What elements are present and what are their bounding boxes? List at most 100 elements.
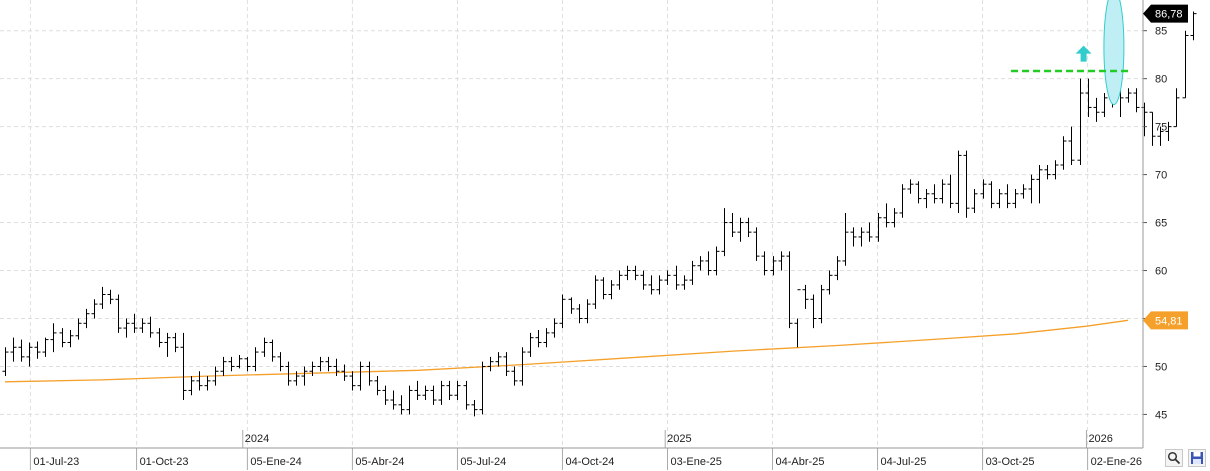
ohlc-bar [915,181,922,204]
ohlc-bar [875,212,882,242]
ohlc-bar [67,330,74,348]
ohlc-bar [414,380,421,401]
x-tick-label: 02-Ene-26 [1091,456,1142,468]
ohlc-bar [899,184,906,218]
ohlc-bar [786,251,793,329]
ohlc-bar [406,385,413,415]
x-tick-label: 04-Oct-24 [565,456,614,468]
ohlc-bar [83,308,90,329]
ohlc-bar [42,337,49,357]
ohlc-bar [59,328,66,348]
ohlc-bar [357,361,364,391]
ohlc-bar [188,376,195,396]
ohlc-bar [834,256,841,281]
ohlc-bar [931,184,938,204]
moving-average-line [4,319,1129,383]
ohlc-bar [866,222,873,242]
y-tick-label: 75 [1155,122,1167,134]
ohlc-bar [1052,160,1059,180]
x-tick-label: 05-Jul-24 [460,456,506,468]
ohlc-bar [1173,88,1180,128]
moving-average [4,319,1129,383]
ohlc-bar [559,294,566,329]
ohlc-bar [632,265,639,281]
ohlc-bar [131,313,138,333]
ohlc-bar [341,364,348,381]
ohlc-bar [818,284,825,324]
ohlc-bar [398,395,405,415]
y-tick-label: 80 [1155,74,1167,86]
ohlc-bar [624,265,631,281]
ohlc-bar [301,366,308,386]
y-tick-label: 85 [1155,26,1167,38]
y-tick-label: 65 [1155,218,1167,230]
ohlc-bar [745,217,752,237]
save-button[interactable] [1188,449,1206,467]
ohlc-bar [1157,126,1164,146]
ohlc-bar [761,251,768,276]
ohlc-bar [1141,102,1148,137]
ohlc-bar [1133,88,1140,113]
ohlc-bar [568,297,575,314]
ohlc-bar [285,361,292,386]
ohlc-bar [705,251,712,276]
ohlc-bar [713,246,720,276]
ohlc-bar [1077,78,1084,166]
ohlc-bar [681,275,688,290]
ohlc-bar [535,330,542,348]
ohlc-bar [422,385,429,401]
x-tick-label: 01-Jul-23 [33,456,79,468]
ohlc-bar [616,270,623,290]
moving-average-tag [1143,311,1188,330]
ohlc-bar [656,275,663,295]
zoom-icon [1167,451,1181,465]
zoom-button[interactable] [1165,449,1183,467]
ohlc-bar [907,179,914,194]
ohlc-bar [996,188,1003,209]
ohlc-bar [802,284,809,309]
ohlc-bar [228,356,235,372]
ohlc-bar [1125,88,1132,103]
year-label: 2024 [245,433,269,445]
ohlc-bar [971,188,978,213]
ohlc-bar [778,251,785,271]
last-price-tag [1143,4,1188,23]
ohlc-bar [172,332,179,353]
x-tick-label: 03-Oct-25 [986,456,1035,468]
x-tick-label: 04-Jul-25 [881,456,927,468]
ohlc-bar [236,354,243,369]
ohlc-bar [50,323,57,353]
ohlc-bar [317,356,324,372]
up-arrow-icon [1075,45,1092,62]
ohlc-bar [147,316,154,338]
ohlc-bar [1020,184,1027,199]
x-tick-label: 04-Abr-25 [776,456,825,468]
ohlc-bar [939,179,946,204]
ohlc-bar [212,366,219,386]
ohlc-bar [519,347,526,386]
ohlc-bar [333,358,340,377]
ohlc-bar [293,371,300,386]
ohlc-bar [883,203,890,228]
ohlc-bar [204,376,211,391]
ohlc-bar [1190,11,1197,41]
ohlc-bar [34,341,41,359]
ohlc-bar [446,380,453,401]
ohlc-bar [2,347,9,377]
moving-average-label: 54,81 [1155,315,1183,327]
ohlc-bar [495,352,502,367]
ohlc-bar [99,286,106,309]
year-label: 2025 [667,433,691,445]
ohlc-bar [252,347,259,372]
ohlc-bar [430,385,437,405]
y-tick-label: 60 [1155,266,1167,278]
ohlc-bar [923,188,930,209]
year-label: 2026 [1088,433,1112,445]
ohlc-bar [955,150,962,213]
annotations [1011,0,1131,106]
ohlc-bar [640,270,647,290]
y-tick-label: 45 [1155,409,1167,421]
ohlc-bar [309,361,316,377]
ohlc-bar [196,371,203,391]
ohlc-bars [2,11,1197,417]
